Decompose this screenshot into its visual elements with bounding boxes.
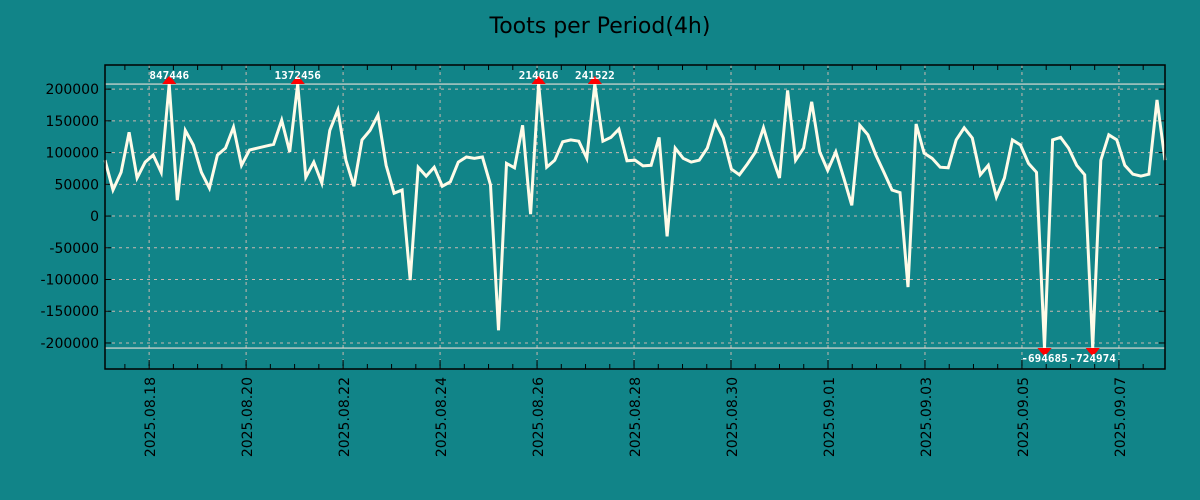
x-tick-label: 2025.08.20: [240, 377, 256, 457]
clipped-value-label: 214616: [519, 69, 559, 82]
y-tick-label: -50000: [49, 241, 99, 257]
y-tick-label: 200000: [46, 82, 99, 98]
y-tick-label: -100000: [41, 273, 100, 289]
plot-area: [105, 65, 1165, 369]
y-tick-label: 100000: [46, 146, 99, 162]
clipped-value-label: 1372456: [275, 69, 322, 82]
chart-title: Toots per Period(4h): [489, 14, 711, 39]
x-tick-label: 2025.08.28: [628, 377, 644, 457]
x-tick-label: 2025.09.03: [919, 377, 935, 457]
clipped-value-label: -694685: [1021, 352, 1067, 365]
x-tick-label: 2025.09.07: [1113, 377, 1129, 457]
clip-marker-up: [587, 76, 602, 85]
clip-marker-down: [1085, 348, 1100, 357]
x-tick-label: 2025.08.30: [725, 377, 741, 457]
clip-marker-up: [162, 76, 177, 85]
x-tick-label: 2025.08.24: [434, 377, 450, 457]
y-tick-label: -200000: [41, 336, 100, 352]
clip-marker-up: [531, 76, 546, 85]
x-tick-label: 2025.08.18: [143, 377, 159, 457]
x-tick-label: 2025.09.01: [822, 377, 838, 457]
y-tick-label: 0: [90, 209, 99, 225]
clip-marker-up: [290, 76, 305, 85]
x-tick-label: 2025.09.05: [1016, 377, 1032, 457]
clipped-value-label: 241522: [575, 69, 615, 82]
clip-marker-down: [1037, 348, 1052, 357]
series-line: [103, 83, 1167, 349]
y-tick-label: -150000: [41, 304, 100, 320]
clipped-value-label: 847446: [149, 69, 189, 82]
plot-border: [104, 64, 1166, 370]
x-tick-label: 2025.08.22: [337, 377, 353, 457]
y-tick-label: 150000: [46, 114, 99, 130]
y-tick-label: 50000: [54, 177, 99, 193]
x-tick-label: 2025.08.26: [531, 377, 547, 457]
clipped-value-label: -724974: [1070, 352, 1117, 365]
